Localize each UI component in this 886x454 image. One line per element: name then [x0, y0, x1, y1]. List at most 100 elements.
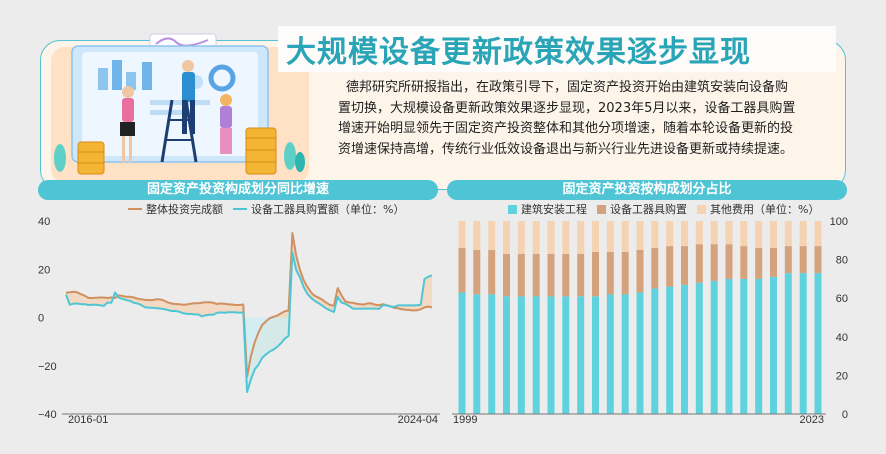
bar-segment-equipment-2016	[710, 244, 718, 281]
legend-item-equipment-share: 设备工器具购置	[597, 201, 687, 217]
bar-segment-construction-2019	[755, 278, 763, 414]
legend-item-other: 其他费用 （单位：%）	[697, 201, 819, 217]
bar-segment-construction-1999	[458, 292, 466, 414]
legend-label-equipment: 设备工器具购置额	[251, 203, 339, 216]
bar-segment-other-2014	[681, 221, 688, 247]
bar-segment-equipment-2018	[740, 246, 748, 279]
bar-segment-construction-2015	[695, 282, 703, 414]
bar-segment-construction-2013	[666, 286, 674, 414]
bar-segment-equipment-2013	[666, 246, 674, 287]
page-title: 大规模设备更新政策效果逐步显现	[286, 35, 751, 70]
legend-unit-right: （单位：%）	[754, 203, 820, 216]
left-y-tick-label: 20	[38, 264, 50, 276]
bar-segment-other-2017	[725, 221, 733, 245]
bar-segment-other-2013	[666, 221, 674, 247]
bar-segment-other-2005	[547, 221, 555, 254]
right-x-tick-start: 1999	[453, 414, 477, 426]
left-legend: 整体投资完成额 设备工器具购置额 （单位：%）	[128, 201, 414, 217]
bar-segment-other-2015	[695, 221, 703, 245]
bar-segment-construction-2018	[740, 278, 748, 414]
legend-label-total: 整体投资完成额	[146, 203, 223, 216]
bar-segment-equipment-2002	[503, 253, 510, 297]
bar-segment-equipment-2007	[577, 253, 585, 297]
bar-segment-other-2012	[651, 221, 659, 248]
left-y-tick-label: 40	[38, 216, 50, 228]
bar-segment-equipment-2023	[814, 246, 822, 274]
left-panel-title: 固定资产投资构成划分同比增速	[38, 180, 438, 200]
bar-segment-other-2022	[799, 221, 807, 247]
bar-segment-other-2019	[755, 221, 763, 248]
legend-label-other: 其他费用	[710, 203, 754, 216]
bar-segment-construction-2000	[473, 294, 481, 414]
bar-segment-equipment-2014	[681, 246, 688, 285]
bar-segment-other-2009	[606, 221, 614, 252]
legend-swatch-equipment-share	[597, 204, 606, 214]
legend-swatch-other	[697, 204, 706, 214]
bar-segment-other-2020	[770, 221, 777, 248]
bar-segment-equipment-2008	[592, 251, 599, 297]
right-panel-title: 固定资产投资按构成划分占比	[447, 180, 847, 200]
bar-segment-construction-2017	[725, 278, 733, 414]
legend-item-construction: 建筑安装工程	[508, 201, 587, 217]
bar-segment-equipment-2006	[562, 253, 570, 297]
bar-segment-construction-2008	[592, 296, 599, 414]
bar-segment-construction-2001	[488, 294, 496, 414]
bar-segment-equipment-2020	[770, 248, 777, 277]
right-y-tick-label: 100	[830, 216, 848, 228]
right-y-tick-label: 40	[836, 332, 848, 344]
right-y-tick-label: 80	[836, 255, 848, 267]
legend-label-construction: 建筑安装工程	[521, 203, 587, 216]
left-y-tick-label: 0	[38, 313, 44, 325]
legend-swatch-construction	[508, 204, 517, 214]
bar-segment-other-2000	[473, 221, 481, 250]
bar-segment-other-2003	[517, 221, 525, 254]
bar-segment-construction-2012	[651, 288, 659, 415]
bar-segment-equipment-1999	[458, 248, 466, 293]
bar-segment-other-2016	[710, 221, 718, 245]
bar-segment-equipment-2011	[636, 249, 644, 293]
legend-item-equipment: 设备工器具购置额 （单位：%）	[233, 201, 404, 217]
bar-segment-equipment-2005	[547, 253, 555, 297]
right-y-tick-label: 20	[836, 370, 848, 382]
bar-segment-equipment-2012	[651, 248, 659, 289]
bar-segment-equipment-2021	[784, 246, 792, 274]
bar-segment-other-1999	[458, 221, 466, 248]
bar-segment-construction-2014	[681, 284, 688, 414]
legend-item-total: 整体投资完成额	[128, 201, 223, 217]
left-y-tick-label: −20	[38, 361, 57, 373]
bar-segment-other-2021	[784, 221, 792, 247]
bar-segment-equipment-2022	[799, 246, 807, 274]
right-legend: 建筑安装工程 设备工器具购置 其他费用 （单位：%）	[508, 201, 829, 217]
bar-segment-other-2002	[503, 221, 510, 254]
bar-segment-equipment-2000	[473, 249, 481, 295]
series-line-total	[65, 232, 433, 378]
bar-segment-construction-2004	[532, 296, 540, 414]
legend-label-equipment-share: 设备工器具购置	[610, 203, 687, 216]
bar-segment-equipment-2004	[532, 253, 540, 297]
right-y-tick-label: 60	[836, 293, 848, 305]
bar-segment-other-2001	[488, 221, 496, 250]
bar-segment-equipment-2001	[488, 249, 496, 295]
bar-segment-construction-2009	[606, 294, 614, 414]
right-y-tick-label: 0	[842, 409, 848, 421]
series-line-equipment	[65, 251, 433, 393]
bar-segment-construction-2020	[770, 277, 777, 414]
left-x-tick-start: 2016-01	[68, 414, 108, 426]
left-x-tick-end: 2024-04	[398, 414, 438, 426]
bar-segment-other-2004	[532, 221, 540, 254]
bar-segment-other-2011	[636, 221, 644, 250]
bar-segment-construction-2002	[503, 296, 510, 414]
bar-segment-equipment-2015	[695, 244, 703, 283]
bar-segment-construction-2006	[562, 296, 570, 414]
legend-swatch-equipment	[233, 208, 247, 210]
bar-segment-construction-2003	[517, 296, 525, 414]
bar-segment-other-2007	[577, 221, 585, 254]
bar-segment-construction-2005	[547, 296, 555, 414]
bar-segment-other-2018	[740, 221, 748, 247]
negative-area-fill	[66, 317, 432, 392]
bar-segment-construction-2023	[814, 273, 822, 414]
legend-swatch-total	[128, 208, 142, 210]
bar-segment-other-2023	[814, 221, 822, 247]
bar-segment-equipment-2010	[621, 251, 629, 295]
